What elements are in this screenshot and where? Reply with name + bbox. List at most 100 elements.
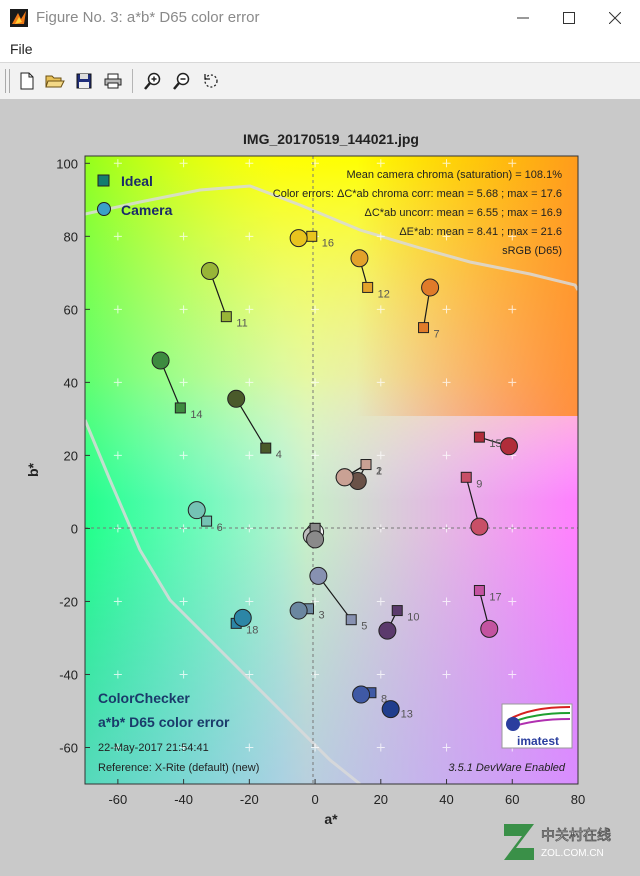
grid-plus-marker [113, 378, 122, 387]
matlab-app-icon [10, 9, 28, 27]
camera-marker [306, 530, 325, 549]
camera-marker [480, 619, 499, 638]
stats-chroma: Mean camera chroma (saturation) = 108.1% [346, 169, 562, 181]
camera-marker [421, 278, 440, 297]
grid-plus-marker [442, 597, 451, 606]
x-tick-label: -60 [108, 792, 127, 807]
rotate-icon [204, 74, 218, 88]
close-button[interactable] [592, 0, 638, 36]
x-tick-label: 40 [439, 792, 453, 807]
ideal-marker [460, 471, 472, 483]
grid-plus-marker [113, 743, 122, 752]
grid-plus-marker [376, 670, 385, 679]
new-figure-button[interactable] [16, 70, 38, 92]
patch-label: 18 [246, 624, 258, 636]
menu-file[interactable]: File [10, 41, 33, 57]
patch-label: 10 [407, 612, 419, 624]
toolbar-grip[interactable] [5, 69, 10, 93]
title-bar: Figure No. 3: a*b* D65 color error [0, 0, 640, 36]
camera-marker [289, 229, 308, 248]
save-button[interactable] [73, 70, 95, 92]
camera-marker [381, 700, 400, 719]
grid-plus-marker [442, 159, 451, 168]
y-axis-ticks: -60 -40 -20 0 20 40 60 80 100 [56, 156, 90, 755]
stats-chroma-uncorr: ΔC*ab uncorr: mean = 6.55 ; max = 16.9 [364, 207, 562, 219]
open-file-button[interactable] [44, 70, 66, 92]
grid-plus-marker [442, 743, 451, 752]
patch-label: 15 [489, 438, 501, 450]
y-tick-label: 0 [71, 521, 78, 536]
grid-plus-marker [179, 597, 188, 606]
ideal-marker [201, 515, 213, 527]
ideal-marker [360, 459, 372, 471]
grid-plus-marker [179, 232, 188, 241]
camera-marker [499, 437, 518, 456]
camera-marker [151, 351, 170, 370]
error-line [317, 575, 352, 621]
grid-plus-marker [508, 670, 517, 679]
grid-plus-marker [442, 670, 451, 679]
grid-plus-marker [508, 232, 517, 241]
grid-plus-marker [508, 305, 517, 314]
run-date: 22-May-2017 21:54:41 [98, 742, 209, 754]
reference-text: Reference: X-Rite (default) (new) [98, 762, 259, 774]
stats-chroma-corr: Color errors: ΔC*ab chroma corr: mean = … [273, 188, 562, 200]
patch-label: 17 [489, 591, 501, 603]
grid-plus-marker [376, 378, 385, 387]
zol-logo-icon [504, 824, 534, 860]
legend-ideal-marker [97, 174, 110, 187]
camera-marker [378, 621, 397, 640]
grid-plus-marker [508, 378, 517, 387]
camera-marker [335, 468, 354, 487]
camera-marker [309, 566, 328, 585]
y-tick-label: -60 [59, 740, 78, 755]
error-line [235, 398, 267, 449]
x-tick-label: 80 [571, 792, 585, 807]
chart-name: ColorChecker [98, 690, 190, 706]
grid-plus-marker [311, 451, 320, 460]
grid-plus-marker [113, 232, 122, 241]
camera-marker [227, 389, 246, 408]
grid-plus-marker [442, 451, 451, 460]
camera-marker [200, 262, 219, 281]
grid-plus-marker [442, 305, 451, 314]
zoom-in-button[interactable] [142, 70, 164, 92]
rotate-button[interactable] [200, 70, 222, 92]
camera-marker [350, 249, 369, 268]
patch-label: 13 [401, 708, 413, 720]
patch-label: 2 [376, 466, 382, 478]
maximize-button[interactable] [546, 0, 592, 36]
legend-camera-label: Camera [121, 202, 173, 218]
y-tick-label: -20 [59, 594, 78, 609]
patch-label: 9 [476, 478, 482, 490]
ideal-marker [306, 230, 318, 242]
camera-marker [352, 685, 371, 704]
x-tick-label: 0 [311, 792, 318, 807]
patch-label: 14 [190, 409, 202, 421]
patch-label: 8 [381, 694, 387, 706]
minimize-button[interactable] [500, 0, 546, 36]
grid-plus-marker [245, 159, 254, 168]
grid-plus-marker [245, 232, 254, 241]
imatest-logo: imatest [501, 703, 573, 749]
y-tick-label: 20 [64, 448, 78, 463]
patch-label: 6 [217, 522, 223, 534]
grid-plus-marker [508, 159, 517, 168]
y-axis-label: b* [25, 462, 41, 477]
zol-watermark: 中关村在线 ZOL.COM.CN [504, 824, 611, 860]
zoom-out-button[interactable] [171, 70, 193, 92]
print-button[interactable] [102, 70, 124, 92]
grid-plus-marker [179, 743, 188, 752]
patch-label: 16 [322, 237, 334, 249]
patch-label: 5 [361, 621, 367, 633]
srgb-gamut-boundary-top [85, 184, 578, 291]
x-tick-label: 60 [505, 792, 519, 807]
grid-plus-marker [179, 670, 188, 679]
grid-plus-marker [245, 378, 254, 387]
x-axis-label: a* [324, 811, 338, 827]
grid-plus-marker [376, 159, 385, 168]
ideal-marker [260, 442, 272, 454]
grid-plus-marker [311, 597, 320, 606]
grid-plus-marker [376, 451, 385, 460]
grid-plus-marker [113, 597, 122, 606]
